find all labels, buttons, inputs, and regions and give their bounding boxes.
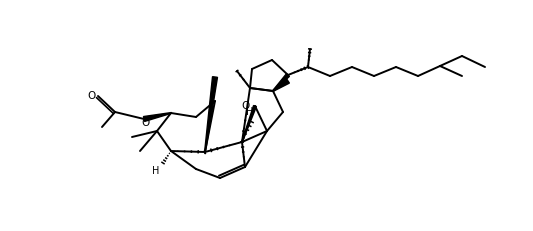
Polygon shape: [205, 77, 217, 152]
Polygon shape: [273, 79, 289, 92]
Polygon shape: [242, 106, 256, 143]
Polygon shape: [273, 74, 289, 92]
Text: O: O: [141, 118, 149, 128]
Polygon shape: [143, 113, 171, 122]
Text: H: H: [246, 106, 254, 116]
Text: O: O: [241, 100, 249, 110]
Text: H: H: [152, 165, 160, 175]
Text: O: O: [87, 91, 95, 100]
